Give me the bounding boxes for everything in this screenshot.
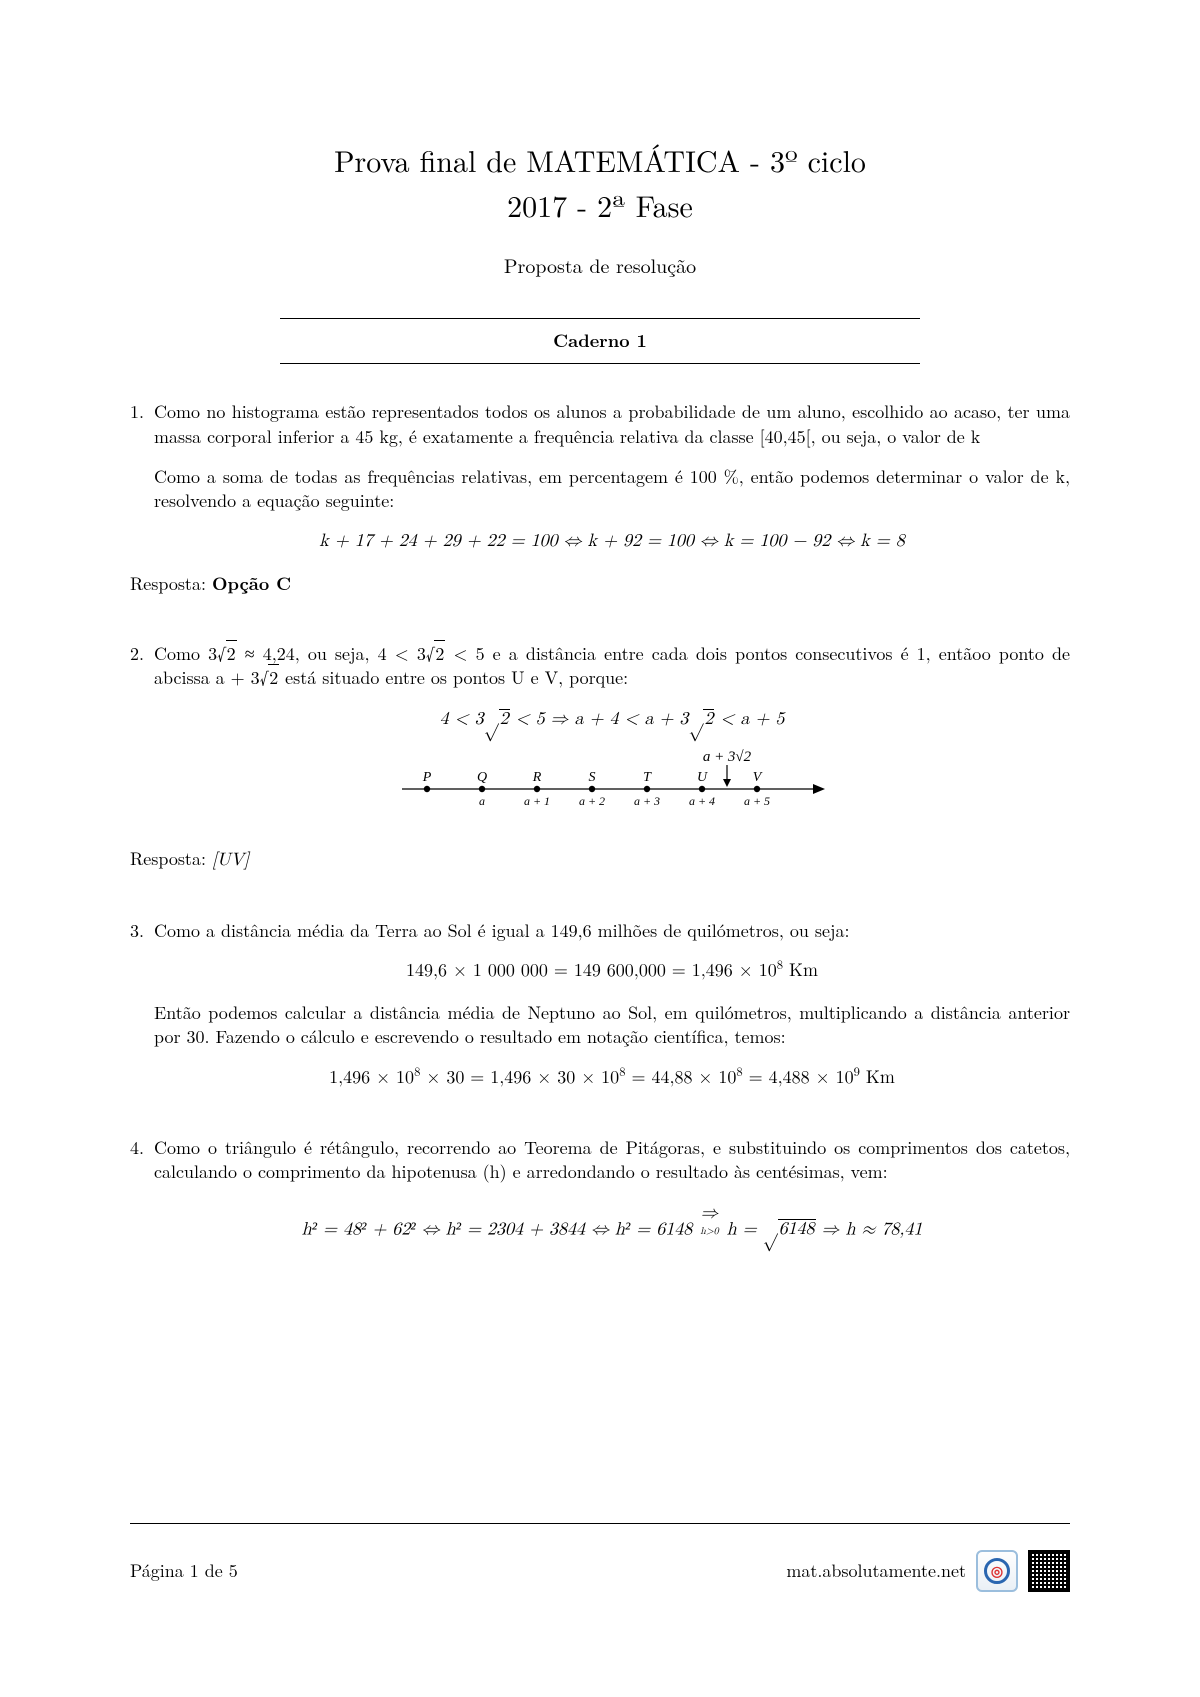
- sqrt-icon: 2: [484, 709, 510, 728]
- nl-pt-4-top: T: [643, 770, 652, 785]
- subtitle: Proposta de resolução: [130, 251, 1070, 278]
- nl-pt-6-top: V: [753, 770, 763, 785]
- q2-response: Resposta: [UV]: [130, 847, 1070, 872]
- q4-sqrt-val: 6148: [778, 1219, 816, 1238]
- q2-eq1-a: 4 < 3: [440, 710, 484, 728]
- question-2: Como 32 ≈ 4,24, ou seja, 4 < 32 < 5 e a …: [130, 642, 1070, 872]
- q4-eq-c: ⇒ h ≈ 78,41: [816, 1220, 923, 1238]
- footer-page-number: Página 1 de 5: [130, 1559, 238, 1583]
- q1-response-label: Resposta:: [130, 571, 206, 596]
- q1-equation: k + 17 + 24 + 29 + 22 = 100 ⇔ k + 92 = 1…: [154, 529, 1070, 553]
- q2-eq1-c: < a + 5: [714, 710, 784, 728]
- sqrt-icon: 2: [217, 640, 237, 666]
- q3-paragraph-1: Como a distância média da Terra ao Sol é…: [154, 919, 1070, 943]
- q1-paragraph-2: Como a soma de todas as frequências rela…: [154, 465, 1070, 514]
- q1-paragraph-1: Como no histograma estão representados t…: [154, 400, 1070, 449]
- nl-pt-2-bot: a + 1: [524, 794, 550, 808]
- numberline-svg: a + 3√2 P Qa Ra + 1 Sa + 2 Ta + 3 Ua + 4…: [397, 749, 827, 823]
- sqrt-icon: 6148: [763, 1219, 816, 1238]
- title-line-1: Prova final de MATEMÁTICA - 3º ciclo: [130, 140, 1070, 181]
- q3-equation-1: 149,6 × 1 000 000 = 149 600,000 = 1,496 …: [154, 959, 1070, 983]
- nl-pt-0-top: P: [422, 770, 432, 785]
- nl-pt-3-bot: a + 2: [579, 794, 605, 808]
- nl-pt-5-top: U: [697, 770, 708, 785]
- q2-paragraph-1: Como 32 ≈ 4,24, ou seja, 4 < 32 < 5 e a …: [154, 642, 1070, 691]
- q4-arrow-sub: h>0: [700, 1226, 718, 1236]
- q2-p1-seg-a: Como 3: [154, 641, 217, 666]
- q4-eq-a: h² = 48² + 62² ⇔ h² = 2304 + 3844 ⇔ h² =…: [302, 1220, 699, 1238]
- q4-paragraph-1: Como o triângulo é rétângulo, recorrendo…: [154, 1136, 1070, 1185]
- title-line-2: 2017 - 2ª Fase: [130, 185, 1070, 226]
- qr-code-icon: [1028, 1550, 1070, 1592]
- nl-pt-4-bot: a + 3: [634, 794, 660, 808]
- target-logo-icon: ◎: [976, 1550, 1018, 1592]
- footer-right: mat.absolutamente.net ◎: [786, 1550, 1070, 1592]
- q2-p1-seg-d: está situado entre os pontos U e V, porq…: [279, 665, 628, 690]
- q2-p1-seg-b: ≈ 4,24, ou seja, 4 < 3: [237, 641, 426, 666]
- nl-pt-3-top: S: [589, 770, 596, 785]
- question-4: Como o triângulo é rétângulo, recorrendo…: [130, 1136, 1070, 1241]
- q3-paragraph-2: Então podemos calcular a distância média…: [154, 1001, 1070, 1050]
- page-footer: Página 1 de 5 mat.absolutamente.net ◎: [130, 1523, 1070, 1592]
- q1-response: Resposta: Opção C: [130, 572, 1070, 596]
- caderno-heading: Caderno 1: [280, 318, 919, 364]
- q2-equation-1: 4 < 32 < 5 ⇒ a + 4 < a + 32 < a + 5: [154, 707, 1070, 731]
- nl-pt-1-top: Q: [477, 770, 487, 785]
- question-3: Como a distância média da Terra ao Sol é…: [130, 919, 1070, 1090]
- numberline-annotation: a + 3√2: [703, 749, 752, 765]
- nl-pt-5-bot: a + 4: [689, 794, 715, 808]
- nl-pt-2-top: R: [532, 770, 542, 785]
- title-block: Prova final de MATEMÁTICA - 3º ciclo 201…: [130, 140, 1070, 278]
- implies-with-condition: ⇒h>0: [698, 1201, 720, 1236]
- q1-response-value: Opção C: [212, 571, 291, 596]
- q3-equation-2: 1,496 × 108 × 30 = 1,496 × 30 × 108 = 44…: [154, 1066, 1070, 1090]
- q2-response-value: [UV]: [212, 851, 249, 869]
- sqrt-icon: 2: [426, 640, 446, 666]
- q2-numberline: a + 3√2 P Qa Ra + 1 Sa + 2 Ta + 3 Ua + 4…: [154, 749, 1070, 829]
- question-1: Como no histograma estão representados t…: [130, 400, 1070, 596]
- q2-eq1-b: < 5 ⇒ a + 4 < a + 3: [510, 710, 689, 728]
- question-list: Como no histograma estão representados t…: [130, 400, 1070, 1241]
- nl-pt-6-bot: a + 5: [744, 794, 770, 808]
- q4-equation: h² = 48² + 62² ⇔ h² = 2304 + 3844 ⇔ h² =…: [154, 1201, 1070, 1242]
- q4-eq-b: h =: [721, 1220, 763, 1238]
- sqrt-icon: 2: [260, 664, 280, 690]
- footer-site: mat.absolutamente.net: [786, 1559, 966, 1583]
- sqrt-icon: 2: [688, 709, 714, 728]
- nl-pt-1-bot: a: [479, 794, 485, 808]
- q2-response-label: Resposta:: [130, 846, 206, 871]
